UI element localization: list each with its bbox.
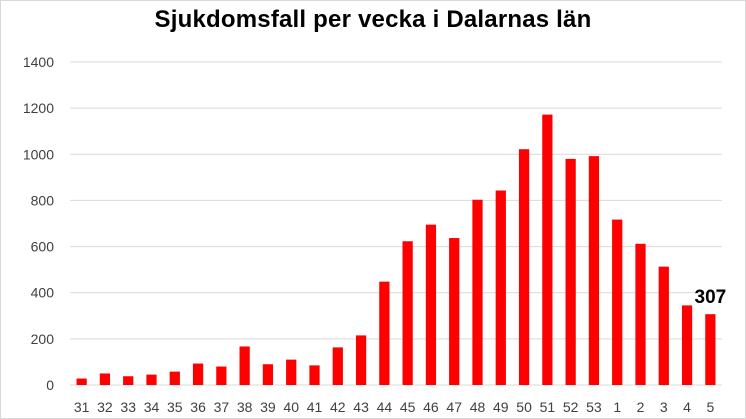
bar-week-36 [192,363,204,385]
x-tick-label: 35 [167,399,183,415]
chart-title: Sjukdomsfall per vecka i Dalarnas län [154,6,592,33]
y-tick-label: 600 [31,239,55,255]
x-tick-label: 42 [330,399,346,415]
y-tick-label: 800 [31,192,55,208]
x-tick-label: 48 [470,399,486,415]
x-tick-label: 53 [586,399,602,415]
bar-week-35 [169,371,180,385]
y-axis-ticks: 0 200 400 600 800 1000 1200 1400 [23,54,54,393]
bar-week-43 [355,335,367,385]
bar-week-42 [332,347,343,385]
x-tick-label: 47 [446,399,462,415]
bar-week-44 [379,281,390,385]
x-tick-label: 36 [190,399,206,415]
y-tick-label: 1200 [23,100,54,116]
bar-week-40 [286,359,297,385]
x-tick-label: 2 [637,399,645,415]
x-tick-label: 45 [400,399,416,415]
bar-week-1 [612,219,623,385]
bar-week-48 [472,199,483,385]
data-label-week-5: 307 [695,287,727,308]
x-tick-label: 34 [144,399,160,415]
bar-week-2 [635,243,646,385]
data-labels: 307 [695,287,727,308]
bar-week-41 [309,365,320,385]
bar-week-31 [76,378,87,385]
x-tick-label: 5 [706,399,714,415]
bar-week-38 [239,346,250,385]
y-tick-label: 400 [31,285,55,301]
bar-week-37 [216,366,227,385]
x-tick-label: 44 [377,399,393,415]
x-tick-label: 33 [120,399,136,415]
x-tick-label: 52 [563,399,579,415]
x-tick-label: 31 [74,399,90,415]
x-tick-label: 4 [683,399,691,415]
bar-week-52 [565,158,576,385]
x-tick-label: 32 [97,399,113,415]
x-tick-label: 39 [260,399,276,415]
bar-week-33 [123,376,134,385]
bar-week-53 [588,156,600,385]
gridlines [70,61,722,386]
x-tick-label: 40 [283,399,299,415]
x-axis-ticks: 31 32 33 34 35 36 37 38 39 40 41 42 43 44 45 46 47 48 49 50… [74,399,715,415]
x-tick-label: 41 [307,399,323,415]
bar-week-50 [518,149,530,385]
x-tick-label: 38 [237,399,253,415]
bar-week-51 [542,114,553,386]
x-tick-label: 1 [613,399,621,415]
bars [76,114,716,386]
x-tick-label: 49 [493,399,509,415]
bar-week-4 [681,305,693,385]
bar-week-47 [449,238,460,385]
x-tick-label: 37 [214,399,230,415]
x-tick-label: 3 [660,399,668,415]
y-tick-label: 1000 [23,146,54,162]
y-tick-label: 0 [46,377,54,393]
x-tick-label: 43 [353,399,369,415]
bar-week-46 [425,224,437,385]
bar-week-34 [146,374,157,385]
x-tick-label: 51 [540,399,556,415]
y-tick-label: 200 [31,331,55,347]
bar-week-5 [705,314,716,385]
bar-week-45 [402,241,413,385]
bar-week-49 [495,190,506,385]
bar-week-32 [99,373,111,385]
x-tick-label: 50 [516,399,532,415]
x-tick-label: 46 [423,399,439,415]
bar-week-39 [262,364,274,385]
y-tick-label: 1400 [23,54,54,70]
bar-week-3 [658,266,669,385]
